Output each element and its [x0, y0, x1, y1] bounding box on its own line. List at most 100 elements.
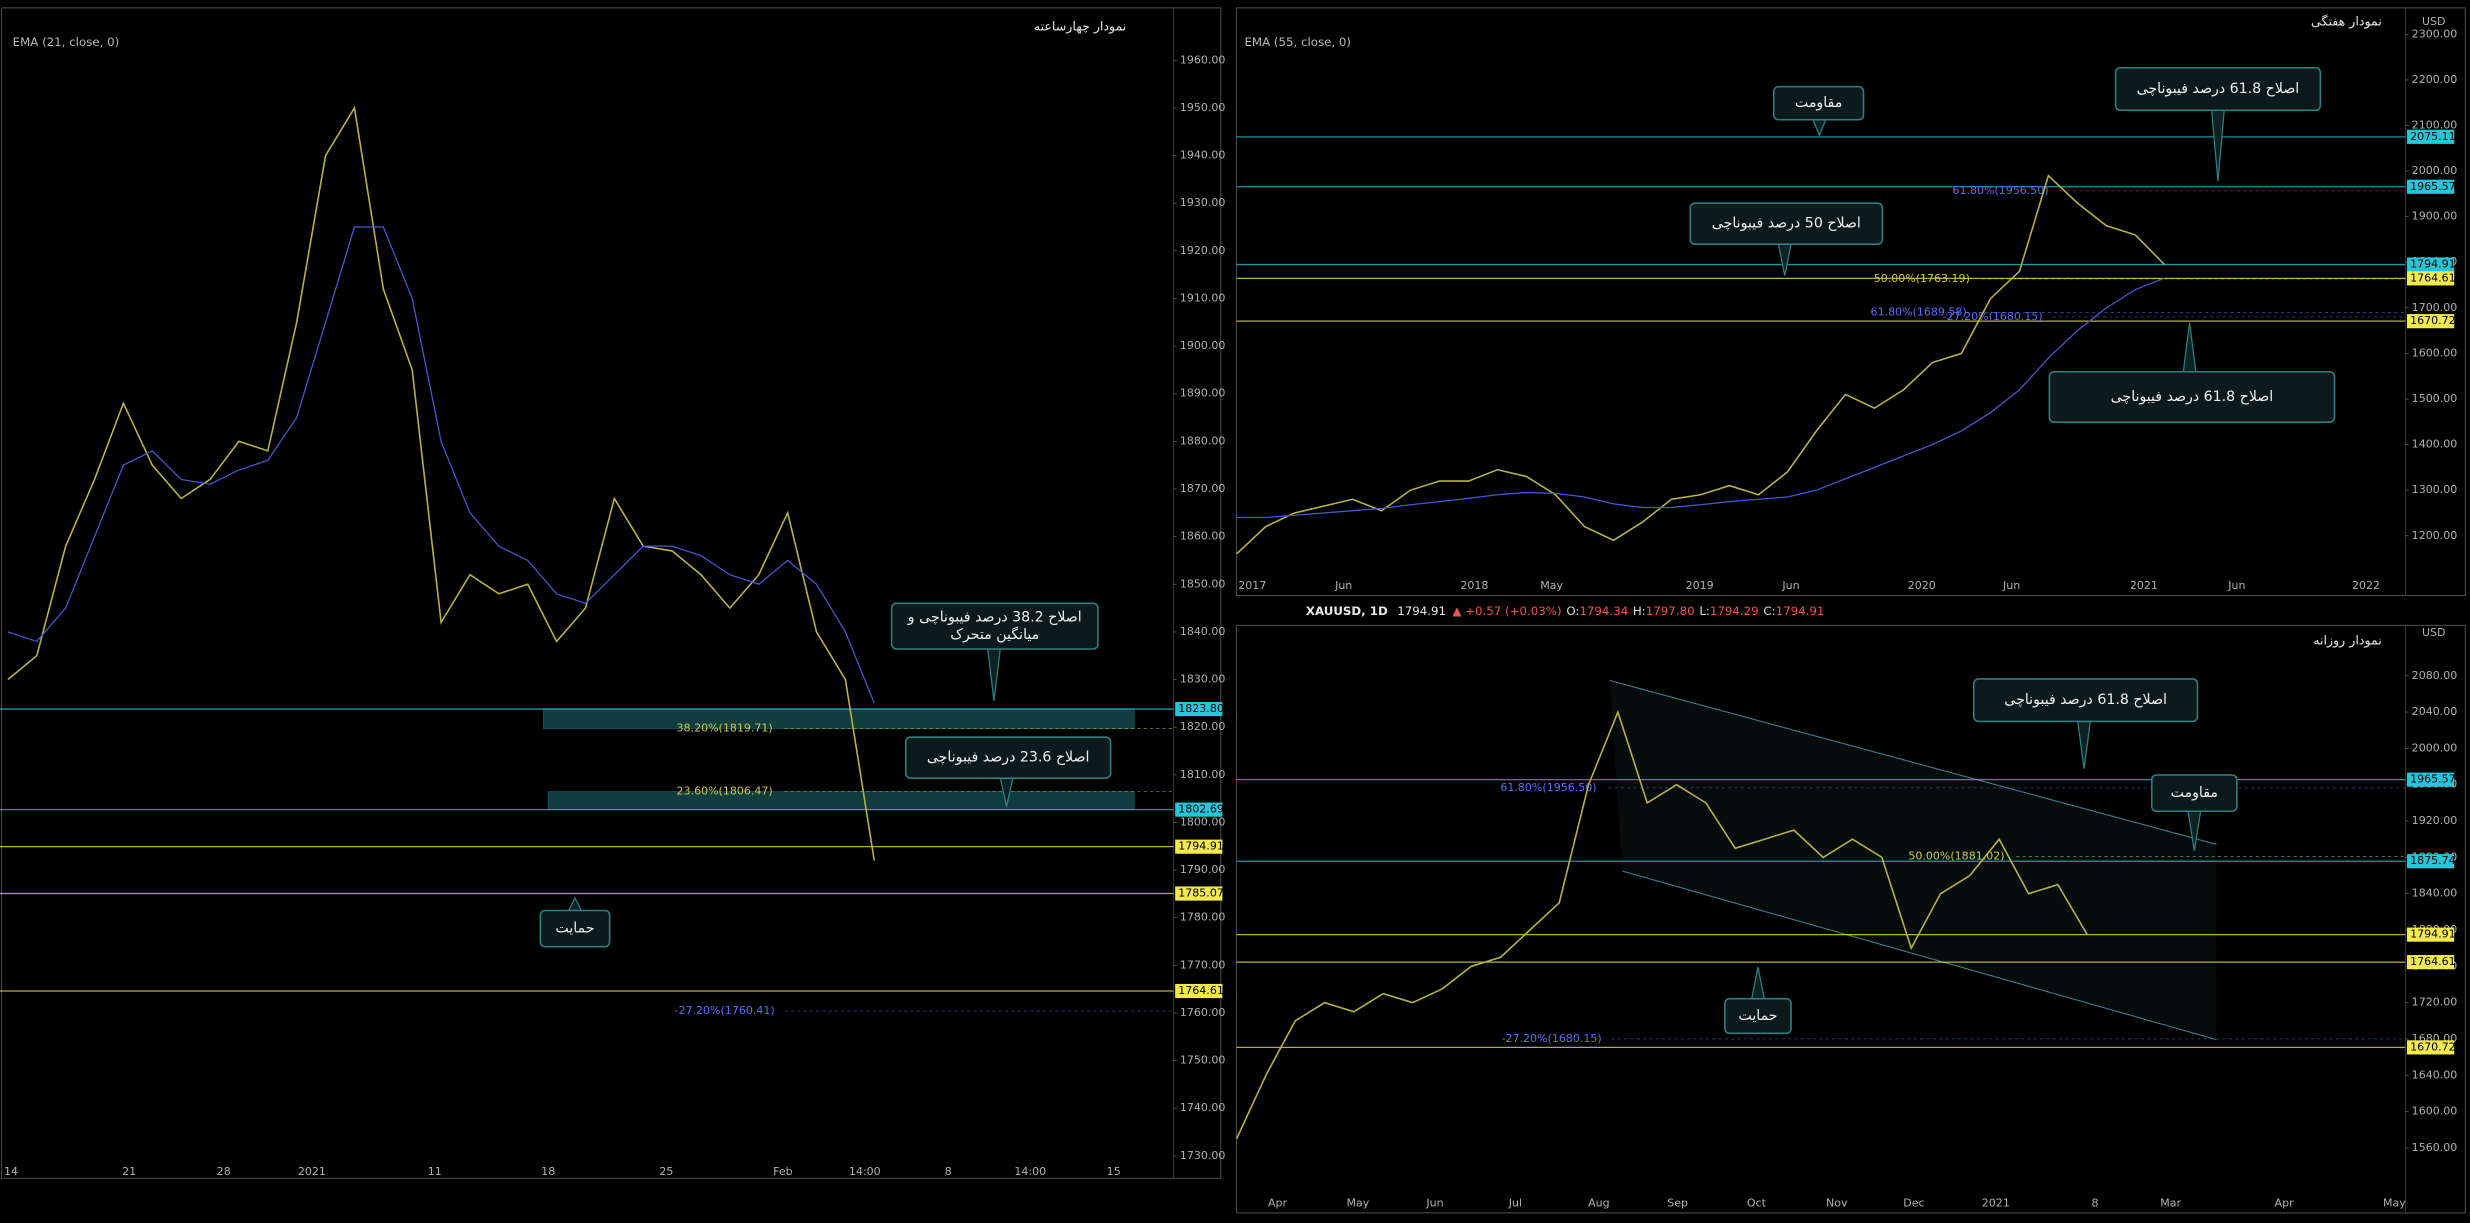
- y-tick-label: 1920.00: [2412, 814, 2458, 827]
- level-tag: [2406, 129, 2455, 144]
- panel-title: نمودار روزانه: [2313, 633, 2382, 649]
- callout-text: اصلاح 61.8 درصد فیبوناچی: [2137, 81, 2300, 97]
- axis-unit: USD: [2422, 626, 2446, 639]
- callout-text: اصلاح 38.2 درصد فیبوناچی و: [907, 609, 1082, 625]
- fib-zone: [543, 708, 1135, 729]
- x-tick-label: 21: [122, 1165, 136, 1178]
- x-tick-label: 2021: [2130, 579, 2158, 592]
- x-tick-label: Jun: [1334, 579, 1352, 592]
- fib-label: 61.80%(1956.50): [1500, 781, 1596, 794]
- y-tick-label: 1890.00: [1180, 387, 1226, 400]
- level-tag: [1175, 839, 1223, 854]
- indicator-label: EMA (55, close, 0): [1244, 35, 1351, 49]
- level-tag-label: 1670.72: [2410, 314, 2456, 327]
- ema-line: [7, 226, 875, 704]
- callout-text: اصلاح 61.8 درصد فیبوناچی: [2111, 389, 2274, 405]
- y-tick-label: 2100.00: [2412, 118, 2458, 131]
- y-tick-label: 1810.00: [1180, 768, 1226, 781]
- callout-box: [2114, 66, 2322, 112]
- callout-box: [2150, 774, 2238, 813]
- y-tick-label: 1760.00: [1180, 1006, 1226, 1019]
- y-tick-label: 1700.00: [2412, 301, 2458, 314]
- y-tick-label: 1500.00: [2412, 392, 2458, 405]
- ohlc-label: H:: [1633, 604, 1646, 618]
- level-tag: [2406, 271, 2455, 286]
- level-tag: [2406, 1040, 2455, 1055]
- indicator-label: EMA (21, close, 0): [13, 35, 120, 49]
- x-tick-label: May: [2383, 1196, 2406, 1209]
- y-tick-label: 1830.00: [1180, 673, 1226, 686]
- level-tag-label: 1965.57: [2410, 773, 2456, 786]
- callout-text: مقاومت: [1795, 95, 1842, 111]
- x-tick-label: May: [1540, 579, 1563, 592]
- y-tick-label: 1730.00: [1180, 1149, 1226, 1162]
- level-tag-label: 1823.80: [1178, 702, 1224, 715]
- callout-box: [1724, 997, 1792, 1035]
- y-tick-label: 1300.00: [2412, 483, 2458, 496]
- y-tick-label: 1870.00: [1180, 482, 1226, 495]
- panel-frame: [1236, 624, 2466, 1214]
- ohlc-label: L:: [1699, 604, 1710, 618]
- x-tick-label: 2022: [2352, 579, 2380, 592]
- y-tick-label: 1770.00: [1180, 958, 1226, 971]
- x-tick-label: Apr: [2275, 1196, 2295, 1209]
- y-tick-label: 1750.00: [1180, 1054, 1226, 1067]
- trend-line: [1622, 870, 2217, 1041]
- y-tick-label: 1200.00: [2412, 529, 2458, 542]
- x-tick-label: Jun: [2002, 579, 2020, 592]
- y-tick-label: 1740.00: [1180, 1101, 1226, 1114]
- callout-text: حمایت: [1738, 1008, 1777, 1024]
- y-tick-label: 1900.00: [1180, 339, 1226, 352]
- level-tag: [2406, 257, 2455, 272]
- y-tick-label: 1930.00: [1180, 196, 1226, 209]
- x-tick-label: 18: [541, 1165, 555, 1178]
- level-tag: [1175, 802, 1223, 817]
- axis-unit: USD: [2422, 15, 2446, 28]
- x-tick-label: 2021: [1982, 1196, 2010, 1209]
- fib-label: -27.20%(1680.15): [1502, 1032, 1602, 1045]
- y-tick-label: 1780.00: [1180, 911, 1226, 924]
- x-tick-label: Jun: [1425, 1196, 1443, 1209]
- level-tag: [2406, 854, 2455, 869]
- last-price: 1794.91: [1397, 604, 1446, 618]
- y-tick-label: 1850.00: [1180, 577, 1226, 590]
- level-tag-label: 2075.11: [2410, 130, 2456, 143]
- x-tick-label: Apr: [1268, 1196, 1288, 1209]
- callout-box: [2048, 370, 2336, 423]
- y-tick-label: 1900.00: [2412, 210, 2458, 223]
- symbol: XAUUSD, 1D: [1306, 604, 1388, 618]
- x-tick-label: 14:00: [1014, 1165, 1046, 1178]
- price-line: [7, 105, 876, 861]
- y-tick-label: 2300.00: [2412, 27, 2458, 40]
- x-tick-label: 14:00: [849, 1165, 881, 1178]
- callout-box: [1689, 202, 1884, 245]
- y-tick-label: 1640.00: [2412, 1068, 2458, 1081]
- fib-label: 23.60%(1806.47): [677, 785, 773, 798]
- callout-text: میانگین متحرک: [950, 626, 1039, 643]
- callout-box: [1772, 85, 1865, 121]
- level-tag-label: 1785.07: [1178, 887, 1224, 900]
- level-tag-label: 1802.69: [1178, 803, 1224, 816]
- ohlc-label: C:: [1763, 604, 1775, 618]
- level-tag: [2406, 927, 2455, 942]
- y-tick-label: 1840.00: [1180, 625, 1226, 638]
- level-tag: [2406, 772, 2455, 787]
- y-tick-label: 1800.00: [1180, 815, 1226, 828]
- x-tick-label: Jun: [1781, 579, 1799, 592]
- fib-label: 61.80%(1956.50): [1952, 184, 2048, 197]
- x-tick-label: 2018: [1460, 579, 1488, 592]
- x-tick-label: 28: [217, 1165, 231, 1178]
- x-tick-label: 2021: [298, 1165, 326, 1178]
- x-tick-label: Mar: [2160, 1196, 2181, 1209]
- callout-text: حمایت: [555, 921, 594, 937]
- y-tick-label: 1400.00: [2412, 438, 2458, 451]
- callout-box: [539, 909, 611, 948]
- fib-label: 50.00%(1763.19): [1874, 272, 1970, 285]
- x-tick-label: Nov: [1826, 1196, 1848, 1209]
- callout-box: [890, 602, 1099, 650]
- symbol-bar: XAUUSD, 1D 1794.91 ▲ +0.57 (+0.03%) O:1794.…: [1306, 604, 1825, 618]
- level-tag-label: 1875.74: [2410, 854, 2456, 867]
- x-tick-label: 2020: [1908, 579, 1936, 592]
